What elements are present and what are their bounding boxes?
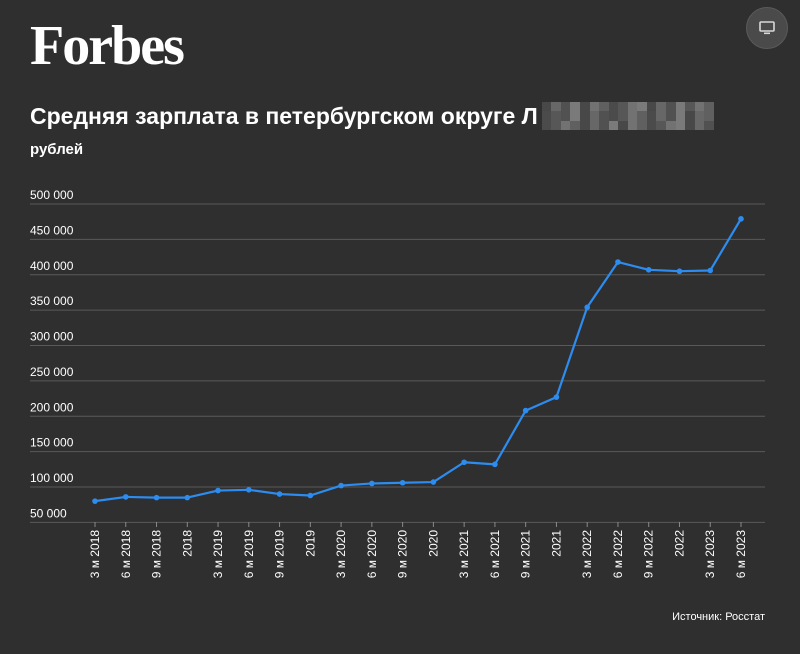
source-note: Источник: Росстат	[672, 611, 765, 623]
x-tick-label: 6 м 2018	[119, 530, 133, 579]
data-point	[522, 407, 529, 414]
x-tick-label: 3 м 2018	[88, 530, 102, 579]
y-tick-label: 300 000	[30, 330, 74, 344]
x-tick-label: 3 м 2021	[457, 530, 471, 579]
y-tick-label: 400 000	[30, 259, 74, 273]
data-point	[153, 494, 160, 501]
x-tick-label: 2018	[180, 530, 194, 557]
x-tick-label: 3 м 2023	[703, 530, 717, 579]
data-point	[553, 394, 560, 400]
data-point	[122, 494, 129, 500]
data-point	[369, 480, 375, 487]
x-tick-label: 9 м 2020	[396, 530, 410, 579]
x-tick-label: 2022	[672, 530, 686, 557]
y-tick-label: 50 000	[30, 506, 67, 520]
data-point	[184, 494, 191, 501]
y-tick-label: 200 000	[30, 400, 74, 414]
x-tick-label: 3 м 2022	[580, 530, 594, 579]
data-point	[338, 482, 344, 489]
data-point	[738, 216, 744, 222]
monitor-icon	[759, 21, 775, 35]
data-point	[430, 479, 437, 485]
x-tick-label: 3 м 2020	[334, 530, 348, 579]
data-point	[276, 491, 283, 497]
data-point	[615, 259, 621, 265]
forbes-logo: Forbes	[30, 15, 185, 77]
y-tick-label: 350 000	[30, 294, 74, 308]
data-point	[307, 492, 314, 499]
data-point	[492, 461, 498, 468]
x-tick-label: 6 м 2023	[734, 530, 748, 579]
data-point	[461, 459, 467, 466]
y-tick-label: 150 000	[30, 436, 74, 450]
data-point	[584, 304, 590, 311]
chart-title: Средняя зарплата в петербургском округе …	[30, 102, 538, 129]
data-point	[215, 487, 221, 494]
y-tick-label: 450 000	[30, 223, 74, 237]
data-point	[645, 266, 652, 273]
x-tick-label: 9 м 2021	[519, 530, 533, 579]
y-tick-label: 250 000	[30, 365, 74, 379]
y-tick-label: 100 000	[30, 471, 74, 485]
x-tick-label: 3 м 2019	[211, 530, 225, 579]
x-tick-label: 6 м 2019	[242, 530, 256, 579]
x-tick-label: 9 м 2019	[273, 530, 287, 579]
x-tick-label: 6 м 2021	[488, 530, 502, 579]
x-tick-label: 6 м 2022	[611, 530, 625, 579]
data-point	[676, 268, 683, 275]
present-button[interactable]	[746, 7, 788, 49]
x-tick-label: 9 м 2018	[150, 530, 164, 579]
x-tick-label: 6 м 2020	[365, 530, 379, 579]
x-tick-label: 2021	[549, 530, 563, 557]
series-line	[94, 218, 742, 503]
x-tick-label: 2020	[426, 530, 440, 557]
data-point	[399, 479, 406, 486]
data-point	[246, 487, 252, 493]
chart-subtitle: рублей	[30, 141, 84, 158]
x-tick-label: 2019	[303, 530, 317, 557]
x-tick-label: 9 м 2022	[642, 530, 656, 579]
y-tick-label: 500 000	[30, 188, 74, 202]
data-point	[707, 267, 714, 274]
data-point	[92, 498, 98, 504]
redacted-text-blur	[541, 102, 714, 130]
